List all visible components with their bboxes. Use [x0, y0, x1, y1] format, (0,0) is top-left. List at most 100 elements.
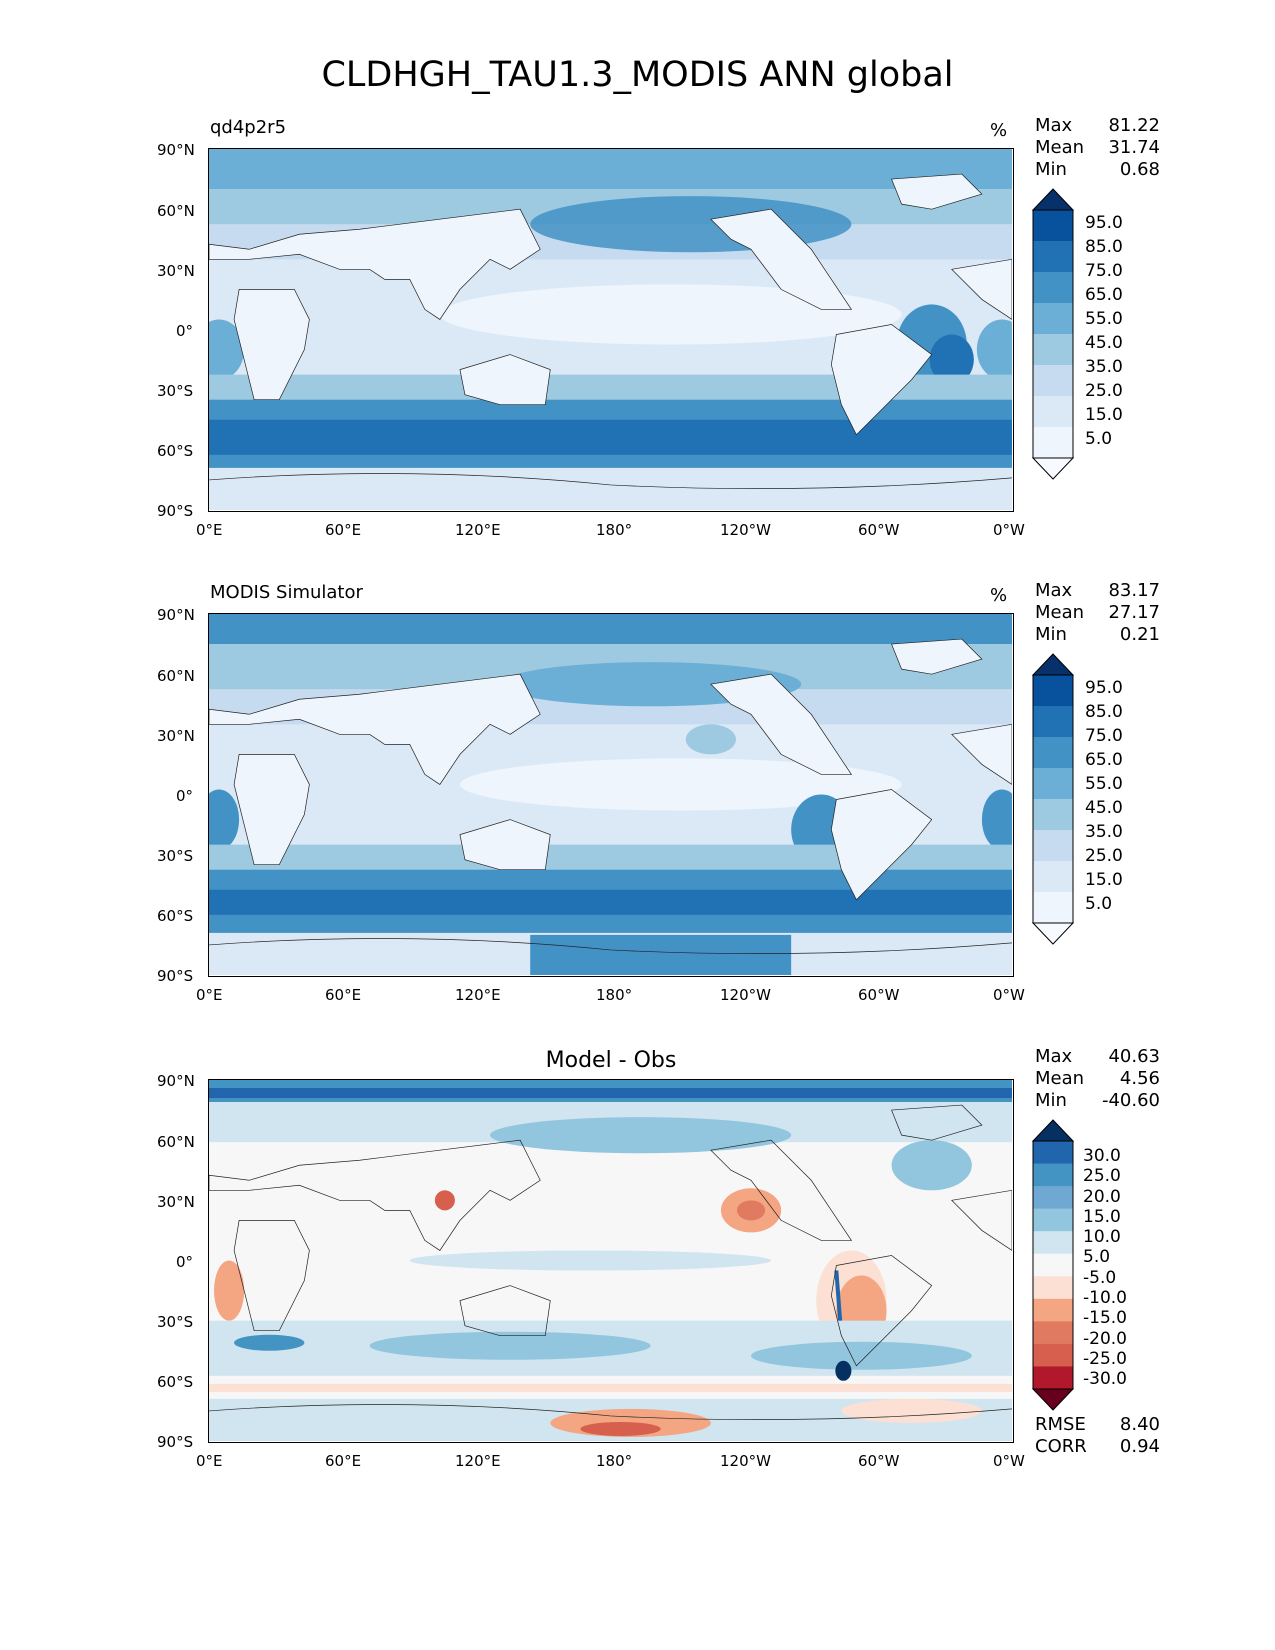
y-tick-label: 90°S [157, 1433, 194, 1451]
map-field [209, 149, 1012, 510]
x-tick-label: 0°E [196, 1452, 223, 1470]
colorbar-label: -20.0 [1083, 1328, 1127, 1349]
stat-value: 40.63 [1108, 1046, 1160, 1067]
y-tick-label: 60°N [157, 667, 195, 685]
colorbar-label: 30.0 [1083, 1146, 1121, 1166]
colorbar-label: 85.0 [1085, 702, 1123, 722]
x-tick-label: 180° [596, 521, 633, 539]
colorbar-label: 5.0 [1085, 429, 1113, 449]
stat-label: Min [1035, 624, 1067, 645]
metrics-block: RMSE 8.40 CORR 0.94 [1035, 1414, 1160, 1458]
stat-label: Min [1035, 1090, 1067, 1111]
stat-label: Max [1035, 580, 1073, 601]
colorbar-label: 75.0 [1085, 261, 1123, 281]
map-difference [208, 1079, 1014, 1443]
colorbar-label: 45.0 [1085, 798, 1123, 818]
colorbar-label: 95.0 [1085, 678, 1123, 698]
colorbar-label: 25.0 [1085, 381, 1123, 401]
colorbar-label: -15.0 [1083, 1308, 1127, 1329]
map-observations [208, 613, 1014, 977]
stat-value: 0.68 [1119, 159, 1160, 180]
y-tick-label: 90°N [157, 1072, 195, 1090]
colorbar-label: 25.0 [1083, 1166, 1121, 1187]
colorbar-labels: 95.0 85.0 75.0 65.0 55.0 45.0 35.0 25.0 … [1085, 680, 1123, 920]
colorbar-label: 95.0 [1085, 213, 1123, 233]
metric-label: CORR [1035, 1436, 1087, 1457]
y-tick-label: 30°N [157, 262, 195, 280]
y-tick-label: 0° [176, 1253, 194, 1271]
colorbar-segment [1033, 1186, 1073, 1210]
colorbar-label: -30.0 [1083, 1369, 1127, 1390]
colorbar-label: 10.0 [1083, 1227, 1121, 1248]
colorbar [1031, 188, 1075, 480]
stat-label: Mean [1035, 1068, 1085, 1089]
stat-value: 81.22 [1108, 115, 1160, 136]
colorbar-extend-min [1031, 922, 1075, 945]
colorbar-label: 45.0 [1085, 333, 1123, 353]
stat-value: 83.17 [1108, 580, 1160, 601]
colorbar-segment [1033, 1253, 1073, 1277]
x-tick-label: 60°E [325, 521, 362, 539]
y-tick-label: 60°S [157, 1373, 194, 1391]
y-tick-label: 30°S [157, 847, 194, 865]
stat-value: 31.74 [1108, 137, 1160, 158]
x-tick-label: 120°W [720, 1452, 771, 1470]
x-tick-label: 120°E [455, 521, 501, 539]
y-tick-label: 30°N [157, 727, 195, 745]
colorbar [1031, 1119, 1075, 1411]
unit-label: % [990, 120, 1008, 141]
x-tick-label: 0°W [993, 521, 1025, 539]
colorbar-label: 75.0 [1085, 726, 1123, 746]
colorbar-label: -25.0 [1083, 1348, 1127, 1369]
x-tick-label: 60°E [325, 986, 362, 1004]
unit-label: % [990, 585, 1008, 606]
colorbar-segment [1033, 861, 1073, 893]
colorbar-segment [1033, 303, 1073, 335]
x-tick-label: 180° [596, 986, 633, 1004]
colorbar-label: 15.0 [1083, 1206, 1121, 1227]
colorbar-segment [1033, 675, 1073, 707]
colorbar-outline [1032, 209, 1074, 459]
figure-title: CLDHGH_TAU1.3_MODIS ANN global [321, 55, 954, 95]
x-tick-label: 0°W [993, 986, 1025, 1004]
stat-label: Mean [1035, 137, 1085, 158]
x-tick-label: 0°E [196, 986, 223, 1004]
colorbar-label: 25.0 [1085, 846, 1123, 866]
stats-block: Max 83.17 Mean 27.17 Min 0.21 [1035, 580, 1160, 646]
colorbar-extend-min [1031, 1388, 1075, 1411]
metric-value: 8.40 [1119, 1414, 1160, 1435]
colorbar-outline [1032, 1140, 1074, 1390]
colorbar-segment [1033, 799, 1073, 831]
y-tick-label: 90°N [157, 141, 195, 159]
colorbar-segment [1033, 1276, 1073, 1300]
stats-block: Max 40.63 Mean 4.56 Min -40.60 [1035, 1046, 1160, 1112]
colorbar-label: 15.0 [1085, 405, 1123, 425]
colorbar-segment [1033, 737, 1073, 769]
stat-value: 0.21 [1119, 624, 1160, 645]
map-field [209, 1080, 1012, 1441]
y-tick-label: 90°S [157, 502, 194, 520]
y-tick-label: 90°N [157, 606, 195, 624]
panel-title: MODIS Simulator [210, 582, 363, 603]
colorbar-labels: 95.0 85.0 75.0 65.0 55.0 45.0 35.0 25.0 … [1085, 215, 1123, 455]
colorbar-segment [1033, 1321, 1073, 1345]
colorbar-extend-max [1031, 188, 1075, 211]
colorbar-label: -10.0 [1083, 1288, 1127, 1309]
y-tick-label: 30°S [157, 382, 194, 400]
y-tick-label: 60°N [157, 1133, 195, 1151]
stat-label: Min [1035, 159, 1067, 180]
panel-title: qd4p2r5 [210, 117, 287, 138]
map-model [208, 148, 1014, 512]
colorbar-extend-max [1031, 653, 1075, 676]
y-tick-label: 30°S [157, 1313, 194, 1331]
x-tick-label: 60°W [858, 521, 900, 539]
stat-value: 27.17 [1108, 602, 1160, 623]
colorbar-label: 55.0 [1085, 774, 1123, 794]
y-tick-label: 30°N [157, 1193, 195, 1211]
x-tick-label: 60°W [858, 1452, 900, 1470]
colorbar-segment [1033, 365, 1073, 397]
colorbar-label: 55.0 [1085, 309, 1123, 329]
colorbar-label: 35.0 [1085, 822, 1123, 842]
colorbar-label: 5.0 [1083, 1247, 1111, 1268]
stat-label: Max [1035, 115, 1073, 136]
